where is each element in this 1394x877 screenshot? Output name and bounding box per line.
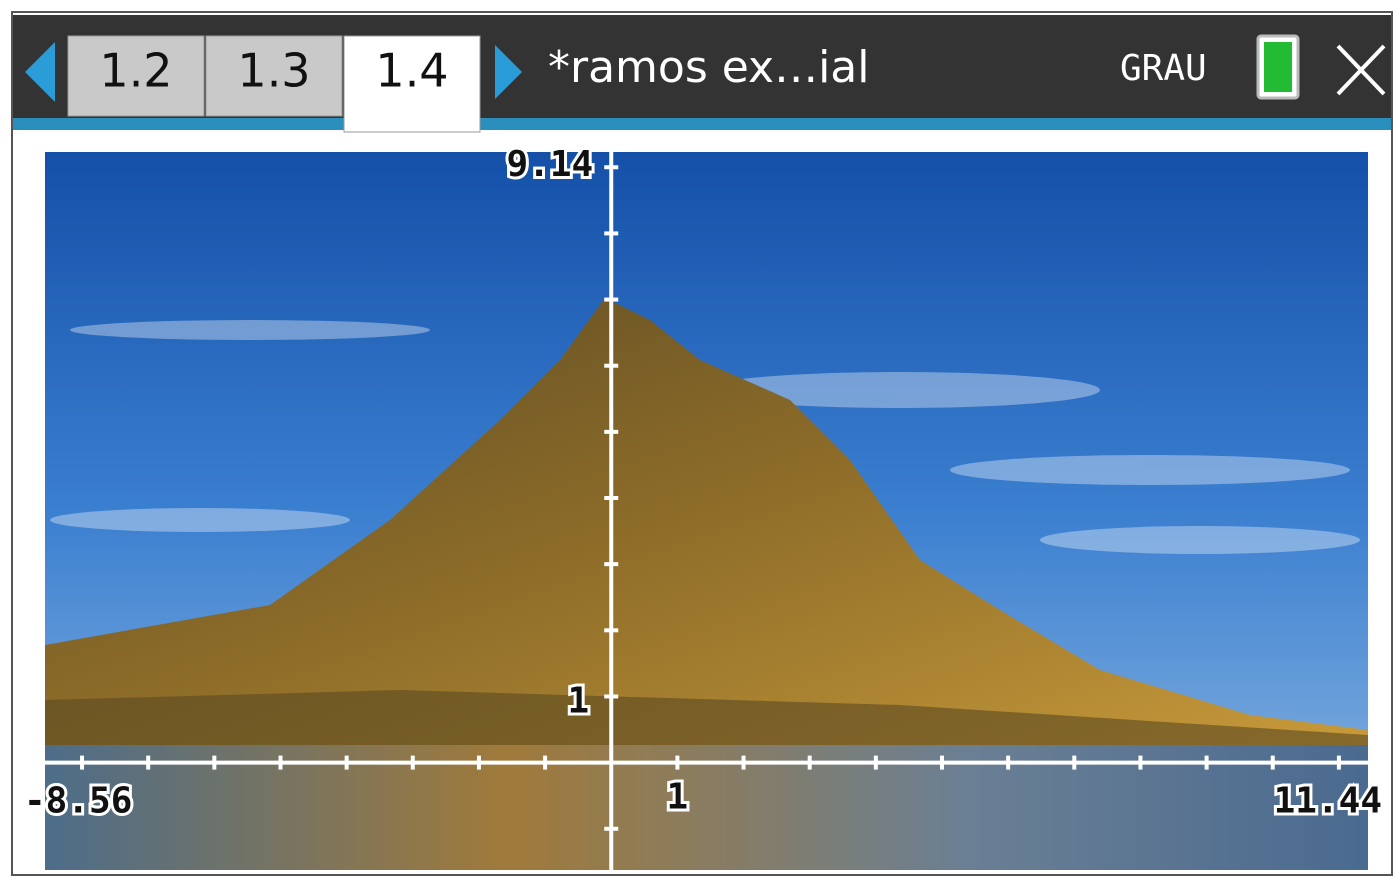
y-unit-label: 1: [568, 680, 590, 721]
x-min-label: -8.56: [24, 781, 132, 822]
tab-label: 1.3: [237, 44, 310, 98]
document-title: *ramos ex…ial: [548, 42, 870, 93]
x-unit-label: 1: [667, 777, 689, 818]
toolbar-strip: [13, 118, 1391, 130]
y-max-label: 9.14: [507, 144, 594, 185]
tab-label: 1.4: [375, 44, 448, 98]
x-max-label: 11.44: [1274, 781, 1382, 822]
battery-level: [1264, 42, 1292, 92]
screen: 1.21.31.4 *ramos ex…ial GRAU 9.14 -8.56 …: [0, 0, 1394, 877]
angle-mode: GRAU: [1120, 48, 1207, 89]
tab-label: 1.2: [99, 44, 172, 98]
